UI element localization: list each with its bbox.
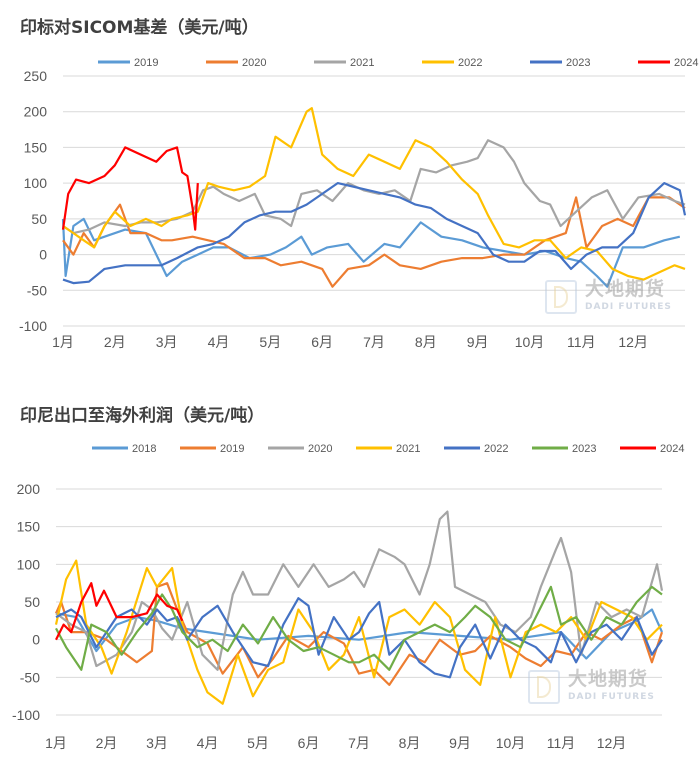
legend-label: 2022	[458, 57, 482, 69]
x-tick-label: 8月	[399, 735, 421, 751]
watermark-cn: 大地期货	[585, 278, 666, 300]
x-tick-label: 10月	[496, 735, 526, 751]
y-tick-label: 200	[17, 481, 41, 497]
x-tick-label: 8月	[415, 334, 437, 350]
y-tick-label: 100	[17, 556, 41, 572]
y-tick-label: 50	[24, 594, 40, 610]
watermark-logo-icon	[528, 670, 560, 704]
x-tick-label: 5月	[247, 735, 269, 751]
series-line-2019	[54, 582, 664, 686]
watermark-logo-icon	[545, 280, 577, 314]
x-tick-label: 3月	[156, 334, 178, 350]
x-tick-label: 9月	[449, 735, 471, 751]
watermark-en: DADI FUTURES	[568, 692, 655, 702]
y-tick-label: 150	[17, 519, 41, 535]
legend-label: 2020	[242, 57, 266, 69]
x-tick-label: 9月	[467, 334, 489, 350]
x-tick-label: 2月	[96, 735, 118, 751]
watermark-en: DADI FUTURES	[585, 302, 672, 312]
chart-title: 印尼出口至海外利润（美元/吨）	[20, 406, 265, 426]
y-tick-label: 0	[39, 247, 47, 263]
x-tick-label: 3月	[146, 735, 168, 751]
y-tick-label: 50	[31, 211, 47, 227]
x-tick-label: 1月	[52, 334, 74, 350]
x-tick-label: 4月	[208, 334, 230, 350]
series-line-2024	[55, 582, 184, 641]
series-line-2020	[55, 510, 664, 671]
basis-chart: 印标对SICOM基差（美元/吨） -100 -50 0 50 100 150 200 250 1…	[0, 0, 700, 350]
y-tick-label: -50	[27, 282, 47, 298]
x-tick-label: 7月	[348, 735, 370, 751]
y-tick-label: -100	[12, 707, 40, 723]
series-line-2022	[62, 107, 686, 281]
legend-label: 2024	[660, 443, 684, 455]
legend-label: 2020	[308, 443, 332, 455]
legend-label: 2021	[350, 57, 374, 69]
series-line-2023	[55, 585, 663, 671]
series-line-2023	[62, 182, 687, 285]
x-tick-label: 10月	[515, 334, 545, 350]
x-tick-label: 1月	[45, 735, 67, 751]
legend-label: 2021	[396, 443, 420, 455]
x-tick-label: 12月	[597, 735, 627, 751]
x-tick-label: 2月	[104, 334, 126, 350]
y-tick-label: 200	[24, 104, 48, 120]
y-tick-label: 100	[24, 175, 48, 191]
y-tick-label: 150	[24, 139, 48, 155]
legend-label: 2019	[134, 57, 158, 69]
x-tick-label: 6月	[311, 334, 333, 350]
y-tick-label: 250	[24, 68, 48, 84]
series-line-2022	[55, 597, 663, 679]
legend-label: 2022	[484, 443, 508, 455]
legend-label: 2024	[674, 57, 698, 69]
basis-chart-plot: -100 -50 0 50 100 150 200 250 1月 2月 3月 4月 5月 6月 7月 8月 9月…	[19, 57, 699, 350]
series-line-2019	[61, 217, 681, 288]
x-tick-label: 6月	[298, 735, 320, 751]
legend-label: 2019	[220, 443, 244, 455]
y-tick-label: 0	[32, 632, 40, 648]
x-tick-label: 4月	[197, 735, 219, 751]
legend-label: 2018	[132, 443, 156, 455]
x-tick-label: 12月	[618, 334, 648, 350]
y-tick-label: -100	[19, 318, 47, 334]
series-line-2024	[61, 146, 199, 231]
export-profit-chart: 印尼出口至海外利润（美元/吨） -100 -50 0 50 100 150 200 1月 2月 3…	[0, 390, 700, 762]
watermark-cn: 大地期货	[568, 668, 649, 690]
x-tick-label: 7月	[363, 334, 385, 350]
series-line-2021	[54, 559, 663, 705]
series-line-2020	[62, 196, 686, 288]
legend-label: 2023	[566, 57, 590, 69]
y-tick-label: -50	[20, 669, 40, 685]
x-tick-label: 11月	[547, 735, 576, 751]
x-tick-label: 11月	[567, 334, 596, 350]
x-tick-label: 5月	[259, 334, 281, 350]
export-profit-chart-plot: -100 -50 0 50 100 150 200 1月 2月 3月 4月 5月 6月 7月 8月 9月 10月…	[12, 443, 685, 751]
legend-label: 2023	[572, 443, 596, 455]
chart-title: 印标对SICOM基差（美元/吨）	[20, 18, 259, 38]
